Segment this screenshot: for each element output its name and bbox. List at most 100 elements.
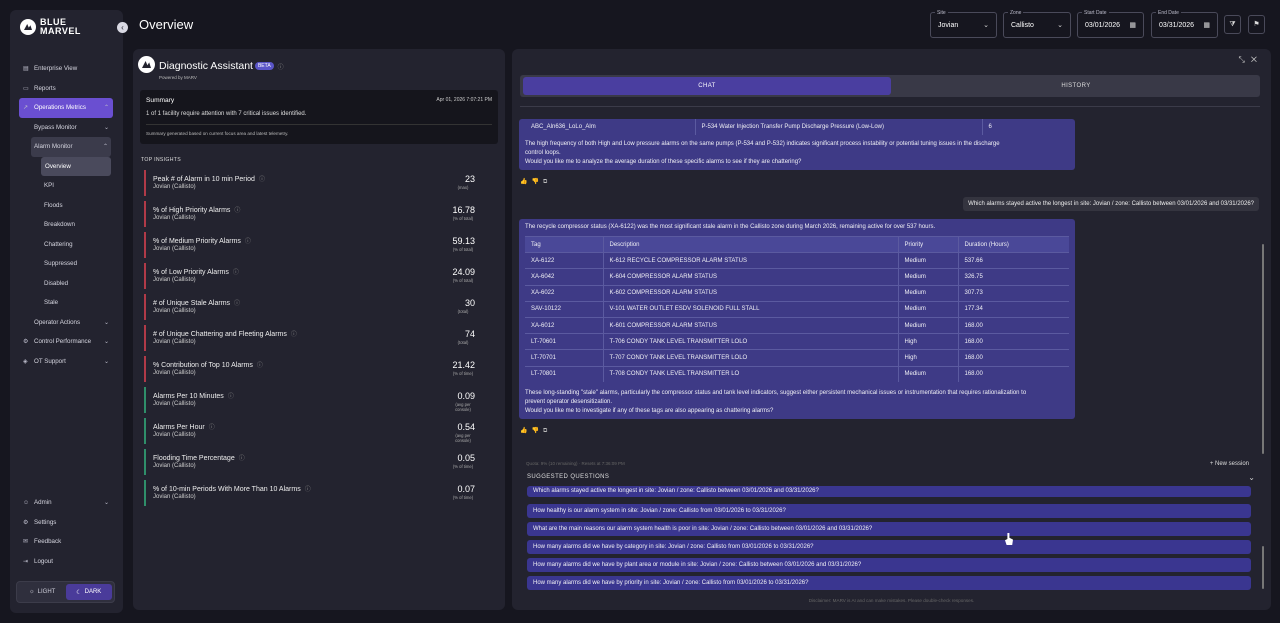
chat-panel: ⤡✕ CHAT HISTORY ABC_Aln636_LoLo_Alm P-53… xyxy=(512,49,1271,610)
insight-card[interactable]: % of Medium Priority Alarms ⓘ Jovian (Call… xyxy=(144,232,491,258)
chat-scrollbar[interactable] xyxy=(1262,244,1264,454)
nav-alarm-monitor[interactable]: Alarm Monitor ⌃ xyxy=(31,137,111,157)
insight-card[interactable]: # of Unique Chattering and Fleeting Alar… xyxy=(144,325,491,351)
chevron-left-icon: ‹ xyxy=(121,23,124,32)
end-date-field[interactable]: End Date 03/31/2026 ▦ xyxy=(1151,10,1218,38)
nav-bypass-monitor[interactable]: Bypass Monitor ⌄ xyxy=(10,118,123,138)
info-icon[interactable]: ⓘ xyxy=(227,394,234,400)
info-icon[interactable]: ⓘ xyxy=(232,270,239,276)
calendar-icon[interactable]: ▦ xyxy=(1129,22,1136,29)
nav-label: Stale xyxy=(44,299,59,307)
info-icon[interactable]: ⓘ xyxy=(277,65,284,71)
table-row: XA-6042 K-604 COMPRESSOR ALARM STATUS Medi… xyxy=(525,268,1069,286)
info-icon[interactable]: ⓘ xyxy=(234,301,241,307)
nav-operator-actions[interactable]: Operator Actions ⌄ xyxy=(10,313,123,333)
insight-card[interactable]: Flooding Time Percentage ⓘ Jovian (Callist… xyxy=(144,449,491,475)
nav-reports[interactable]: ▭ Reports xyxy=(10,79,123,99)
insight-card[interactable]: % of 10-min Periods With More Than 10 Al… xyxy=(144,480,491,506)
insight-unit: (avg per console) xyxy=(455,402,471,412)
message-text: The recycle compressor status (XA-6122) … xyxy=(525,224,936,230)
table-cell: T-706 CONDY TANK LEVEL TRANSMITTER LOLO xyxy=(602,333,898,350)
insight-card[interactable]: Peak # of Alarm in 10 min Period ⓘ Jovian … xyxy=(144,170,491,196)
suggested-question[interactable]: How many alarms did we have by category … xyxy=(527,540,1251,554)
nav-label: Suppressed xyxy=(44,260,78,268)
nav-logout[interactable]: ⇥ Logout xyxy=(10,552,123,572)
close-icon[interactable]: ✕ xyxy=(1250,55,1263,64)
table-header-cell: Description xyxy=(602,235,898,253)
thumbs-up-icon[interactable]: 👍 xyxy=(520,179,532,185)
thumbs-down-icon[interactable]: 👎 xyxy=(531,179,543,185)
nav-control-performance[interactable]: ⚙ Control Performance ⌄ xyxy=(10,332,123,352)
info-icon[interactable]: ⓘ xyxy=(238,456,245,462)
nav-feedback[interactable]: ✉ Feedback xyxy=(10,532,123,552)
bookmark-button[interactable]: ⚑ xyxy=(1248,15,1265,34)
table-cell: 326.75 xyxy=(957,268,1069,286)
info-icon[interactable]: ⓘ xyxy=(258,177,265,183)
theme-dark-button[interactable]: ☾ DARK xyxy=(65,584,112,600)
nav-breakdown[interactable]: Breakdown xyxy=(10,215,123,235)
insight-name: Peak # of Alarm in 10 min Period ⓘ xyxy=(153,174,265,183)
calendar-icon[interactable]: ▦ xyxy=(1203,22,1210,29)
info-icon[interactable]: ⓘ xyxy=(234,208,241,214)
nav-operations-metrics[interactable]: ↗ Operations Metrics ⌃ xyxy=(19,98,113,118)
filter-button[interactable]: ⧩ xyxy=(1224,15,1241,34)
insight-card[interactable]: Alarms Per 10 Minutes ⓘ Jovian (Callisto) 0… xyxy=(144,387,491,413)
sidebar-collapse-button[interactable]: ‹ xyxy=(117,22,128,33)
nav-suppressed[interactable]: Suppressed xyxy=(10,254,123,274)
nav-stale[interactable]: Stale xyxy=(10,293,123,313)
insight-unit: (max) xyxy=(457,185,469,190)
insights-title: TOP INSIGHTS xyxy=(141,157,182,163)
nav-ot-support[interactable]: ◈ OT Support ⌄ xyxy=(10,352,123,372)
tab-chat[interactable]: CHAT xyxy=(523,77,891,95)
site-select[interactable]: Site Jovian ⌄ xyxy=(930,10,997,38)
nav-floods[interactable]: Floods xyxy=(10,196,123,216)
nav-admin[interactable]: ☺ Admin ⌄ xyxy=(10,493,123,513)
theme-light-button[interactable]: ☼ LIGHT xyxy=(19,584,66,600)
nav-chattering[interactable]: Chattering xyxy=(10,235,123,255)
insight-card[interactable]: % of Low Priority Alarms ⓘ Jovian (Callist… xyxy=(144,263,491,289)
thumbs-down-icon[interactable]: 👎 xyxy=(531,428,543,434)
zone-select[interactable]: Zone Callisto ⌄ xyxy=(1003,10,1071,38)
nav-label: KPI xyxy=(44,182,54,190)
insight-card[interactable]: Alarms Per Hour ⓘ Jovian (Callisto) 0.54 (av… xyxy=(144,418,491,444)
nav-overview[interactable]: Overview xyxy=(41,156,111,176)
suggested-scrollbar[interactable] xyxy=(1262,546,1264,589)
chevron-down-icon: ⌄ xyxy=(103,500,109,507)
nav-kpi[interactable]: KPI xyxy=(10,176,123,196)
copy-icon[interactable]: ⧉ xyxy=(542,179,552,185)
table-cell: 537.66 xyxy=(957,252,1069,269)
insight-scope: Jovian (Callisto) xyxy=(153,401,196,407)
new-session-button[interactable]: + New session xyxy=(1209,461,1249,467)
insight-scope: Jovian (Callisto) xyxy=(153,308,196,314)
start-date-field[interactable]: Start Date 03/01/2026 ▦ xyxy=(1077,10,1144,38)
info-icon[interactable]: ⓘ xyxy=(290,332,297,338)
insight-card[interactable]: % Contribution of Top 10 Alarms ⓘ Jovian (… xyxy=(144,356,491,382)
copy-icon[interactable]: ⧉ xyxy=(542,428,552,434)
brand-logo[interactable]: BLUE MARVEL xyxy=(20,18,100,36)
insight-scope: Jovian (Callisto) xyxy=(153,277,196,283)
nav-settings[interactable]: ⚙ Settings xyxy=(10,513,123,533)
insight-name: % of 10-min Periods With More Than 10 Al… xyxy=(153,484,311,493)
insight-card[interactable]: # of Unique Stale Alarms ⓘ Jovian (Callist… xyxy=(144,294,491,320)
insight-card[interactable]: % of High Priority Alarms ⓘ Jovian (Callis… xyxy=(144,201,491,227)
thumbs-up-icon[interactable]: 👍 xyxy=(520,428,532,434)
nav-enterprise-view[interactable]: ▤ Enterprise View xyxy=(10,59,123,79)
chevron-down-icon: ⌄ xyxy=(1057,22,1063,29)
suggested-question[interactable]: Which alarms stayed active the longest i… xyxy=(527,486,1251,497)
suggested-question[interactable]: What are the main reasons our alarm syst… xyxy=(527,522,1251,536)
suggested-question[interactable]: How many alarms did we have by plant are… xyxy=(527,558,1251,572)
info-icon[interactable]: ⓘ xyxy=(256,363,263,369)
chevron-down-icon[interactable]: ⌄ xyxy=(1248,473,1255,482)
table-cell: 168.00 xyxy=(957,349,1069,366)
info-icon[interactable]: ⓘ xyxy=(208,425,215,431)
suggested-question[interactable]: How many alarms did we have by priority … xyxy=(527,576,1251,590)
minimize-icon[interactable]: ⤡ xyxy=(1238,55,1251,64)
tab-history[interactable]: HISTORY xyxy=(1061,83,1091,89)
insight-unit: (% of time) xyxy=(452,464,474,469)
info-icon[interactable]: ⓘ xyxy=(244,239,251,245)
info-icon[interactable]: ⓘ xyxy=(304,487,311,493)
insight-value: 74 xyxy=(464,329,475,339)
insight-scope: Jovian (Callisto) xyxy=(153,184,196,190)
suggested-question[interactable]: How healthy is our alarm system in site:… xyxy=(527,504,1251,518)
nav-disabled[interactable]: Disabled xyxy=(10,274,123,294)
